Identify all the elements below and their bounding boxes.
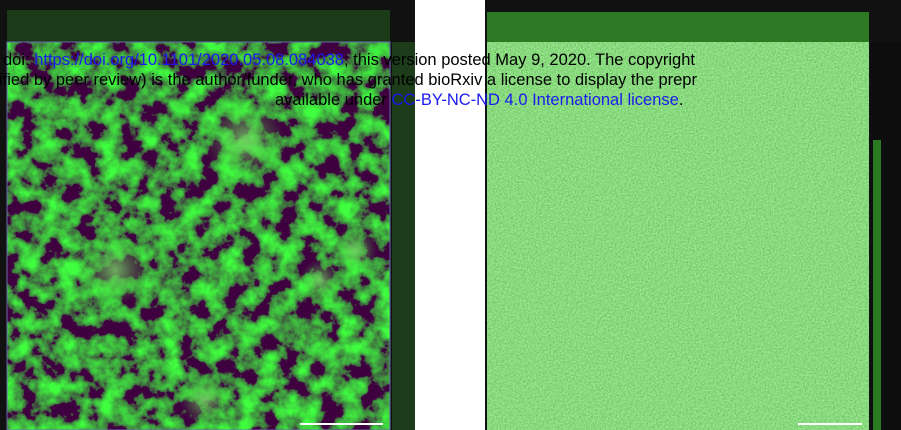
cluster bbox=[300, 260, 340, 300]
cluster bbox=[180, 375, 230, 425]
text: . bbox=[679, 91, 684, 109]
xz-strip bbox=[7, 10, 390, 42]
cluster bbox=[80, 235, 150, 305]
watermark-line: doi: https://doi.org/10.1101/2020.05.08.… bbox=[3, 50, 695, 70]
page: doi: https://doi.org/10.1101/2020.05.08.… bbox=[0, 0, 901, 430]
text: available under bbox=[275, 91, 392, 109]
doi-link[interactable]: https://doi.org/10.1101/2020.05.08.08403… bbox=[34, 51, 344, 69]
license-link[interactable]: CC-BY-NC-ND 4.0 International license bbox=[392, 91, 679, 109]
watermark-line: available under CC-BY-NC-ND 4.0 Internat… bbox=[275, 90, 683, 110]
yz-signal bbox=[873, 140, 881, 430]
watermark-line: ified by peer review) is the author/fund… bbox=[0, 70, 697, 90]
cluster bbox=[333, 228, 377, 272]
text: doi: bbox=[3, 51, 34, 69]
xz-strip bbox=[487, 12, 869, 42]
text: ; this version posted May 9, 2020. The c… bbox=[344, 51, 695, 69]
cluster bbox=[205, 100, 285, 180]
